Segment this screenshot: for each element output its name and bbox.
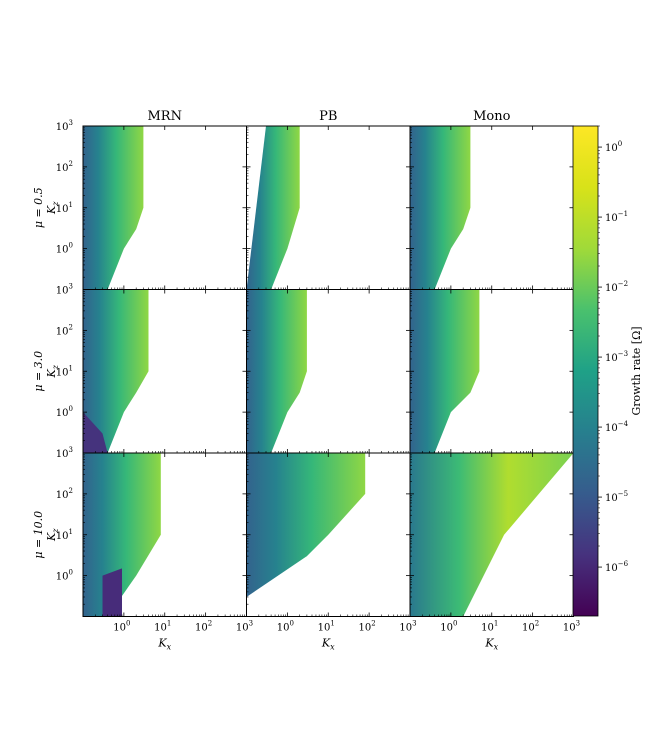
x-tick-label: 103 [563,620,580,634]
colorbar-tick-label: 10−4 [605,420,629,434]
x-axis-label: Kx [157,637,171,652]
column-title-mono: Mono [473,109,511,124]
x-tick-label: 102 [359,620,376,634]
y-tick-label: 102 [56,160,73,174]
x-tick-label: 101 [481,620,498,634]
x-tick-label: 100 [440,620,457,634]
x-tick-label: 100 [277,620,294,634]
x-tick-label: 101 [154,620,171,634]
x-tick-label: 100 [113,620,130,634]
x-tick-label: 102 [522,620,539,634]
x-axis-label: Kx [321,637,335,652]
x-axis-label: Kx [484,637,498,652]
y-tick-label: 100 [56,405,73,419]
contour-region-mono-row0 [410,126,471,290]
contour-region-pb-row1 [246,289,307,453]
colorbar-tick-label: 100 [605,140,622,154]
colorbar [572,125,599,617]
y-tick-label: 103 [56,119,73,133]
row-label: μ = 10.0 [32,511,45,559]
contour-region-mono-row2 [410,453,574,617]
column-title-pb: PB [319,109,337,124]
colorbar-tick-label: 10−6 [605,560,629,574]
colorbar-tick-label: 10−3 [605,350,628,364]
y-axis-label: Kz [45,201,60,215]
row-label: μ = 3.0 [32,351,45,392]
y-tick-label: 101 [56,364,73,378]
contour-region-pb-row2 [246,453,366,597]
low-growth-wedge-mrn-row2 [102,568,123,617]
y-tick-label: 102 [56,487,73,501]
y-tick-label: 100 [56,569,73,583]
contour-region-mrn-row2 [83,453,161,617]
x-tick-label: 103 [399,620,416,634]
x-tick-label: 101 [318,620,335,634]
x-tick-label: 103 [236,620,253,634]
column-title-mrn: MRN [148,109,182,124]
colorbar-tick-label: 10−2 [605,280,628,294]
y-tick-label: 102 [56,323,73,337]
y-tick-label: 101 [56,201,73,215]
contour-region-mrn-row0 [83,126,144,290]
y-tick-label: 103 [56,283,73,297]
colorbar-label: Growth rate [Ω] [630,326,643,415]
colorbar-tick-label: 10−5 [605,490,628,504]
x-tick-label: 102 [195,620,212,634]
low-growth-wedge-mrn-row1 [83,412,108,453]
y-tick-label: 103 [56,446,73,460]
contour-region-pb-row0 [246,126,300,290]
colorbar-tick-label: 10−1 [605,210,628,224]
row-label: μ = 0.5 [32,187,45,228]
contour-region-mrn-row1 [83,289,149,453]
y-tick-label: 101 [56,528,73,542]
y-axis-label: Kz [45,528,60,542]
contour-region-mono-row1 [410,289,480,453]
y-axis-label: Kz [45,364,60,378]
y-tick-label: 100 [56,242,73,256]
